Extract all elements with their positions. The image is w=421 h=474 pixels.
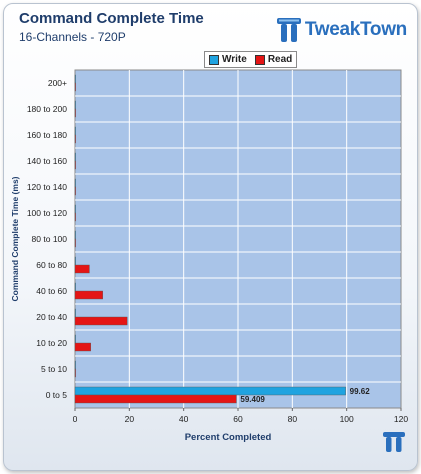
x-tick-label-3: 60 [233, 414, 243, 424]
y-tick-label-8: 120 to 140 [27, 182, 67, 192]
x-tick-label-1: 20 [125, 414, 135, 424]
y-tick-label-12: 200+ [48, 78, 67, 88]
bar-write-2 [74, 334, 76, 344]
tweaktown-logo: TweakTown [276, 14, 407, 46]
bar-write-4 [74, 282, 76, 292]
bar-read-7 [74, 212, 76, 222]
x-axis-title: Percent Completed [185, 432, 272, 443]
x-tick-label-6: 120 [394, 414, 408, 424]
bar-write-11 [74, 100, 76, 110]
x-tick-label-0: 0 [73, 414, 78, 424]
y-axis-title: Command Complete Time (ms) [10, 176, 20, 301]
y-tick-label-3: 20 to 40 [36, 312, 67, 322]
y-tick-label-0: 0 to 5 [46, 390, 68, 400]
bar-write-1 [74, 360, 76, 370]
chart-subtitle: 16-Channels - 720P [19, 30, 126, 44]
y-tick-label-11: 180 to 200 [27, 104, 67, 114]
bar-write-8 [74, 178, 76, 188]
y-tick-label-10: 160 to 180 [27, 130, 67, 140]
legend-label-read: Read [267, 54, 293, 65]
bar-read-1 [74, 368, 76, 378]
bar-write-10 [74, 126, 76, 136]
y-tick-label-2: 10 to 20 [36, 338, 67, 348]
y-tick-label-4: 40 to 60 [36, 286, 67, 296]
legend-label-write: Write [222, 54, 247, 65]
x-tick-label-2: 40 [179, 414, 189, 424]
bar-read-12 [74, 82, 76, 92]
bar-write-0 [74, 386, 346, 396]
bar-write-6 [74, 230, 76, 240]
legend-entry-read: Read [254, 54, 293, 65]
legend-entry-write: Write [209, 54, 247, 65]
y-tick-label-9: 140 to 160 [27, 156, 67, 166]
bar-read-11 [74, 108, 76, 118]
y-tick-label-6: 80 to 100 [32, 234, 68, 244]
bar-read-5 [74, 264, 90, 274]
bar-write-5 [74, 256, 76, 266]
tweaktown-tt-icon [276, 18, 301, 42]
y-tick-label-5: 60 to 80 [36, 260, 67, 270]
bar-write-3 [74, 308, 76, 318]
x-tick-label-4: 80 [288, 414, 298, 424]
bar-write-7 [74, 204, 76, 214]
logo-text: TweakTown [304, 19, 407, 40]
x-tick-label-5: 100 [340, 414, 354, 424]
data-label-read-0: 59.409 [240, 395, 265, 404]
chart-title: Command Complete Time [19, 10, 204, 27]
legend: Write Read [204, 51, 298, 68]
y-tick-label-7: 100 to 120 [27, 208, 67, 218]
bar-read-10 [74, 134, 76, 144]
bar-read-8 [74, 186, 76, 196]
bar-read-9 [74, 160, 76, 170]
tweaktown-watermark-icon [383, 432, 405, 452]
bar-read-4 [74, 290, 103, 300]
bar-read-0 [74, 394, 237, 404]
bar-write-9 [74, 152, 76, 162]
legend-swatch-write [209, 54, 219, 65]
bar-read-6 [74, 238, 76, 248]
legend-swatch-read [254, 54, 265, 65]
y-tick-label-1: 5 to 10 [41, 364, 67, 374]
data-label-write-0: 99.62 [350, 387, 371, 396]
bar-read-3 [74, 316, 128, 326]
bar-write-12 [74, 74, 76, 84]
bar-read-2 [74, 342, 91, 352]
